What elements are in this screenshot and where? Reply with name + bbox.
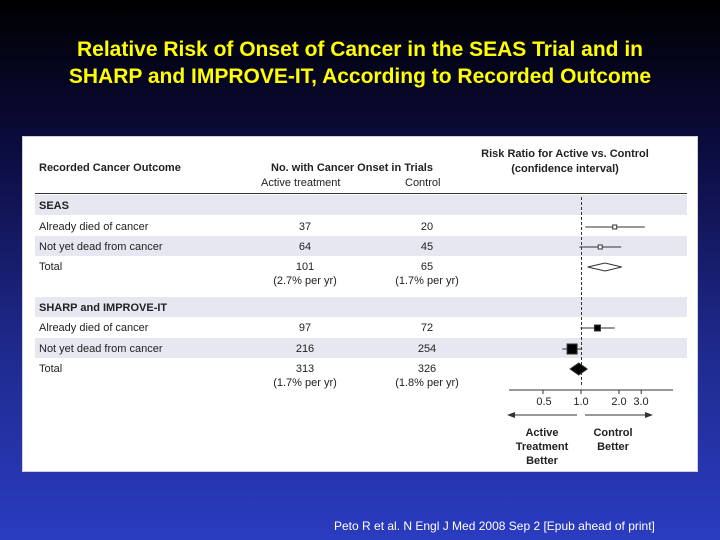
direction-left-line1: Active bbox=[525, 427, 559, 439]
direction-left-line3: Better bbox=[526, 455, 558, 467]
control-count: 254 bbox=[417, 343, 437, 355]
control-count: 20 bbox=[420, 221, 434, 233]
tick-label: 3.0 bbox=[633, 396, 649, 408]
point-estimate bbox=[593, 324, 601, 332]
group-label-seas: SEAS bbox=[39, 200, 69, 212]
reference-line bbox=[581, 197, 582, 385]
control-count: 65 bbox=[420, 261, 434, 273]
header-control: Control bbox=[405, 177, 441, 189]
control-count: 72 bbox=[420, 322, 434, 334]
ci-diamond bbox=[587, 262, 622, 272]
control-rate: (1.7% per yr) bbox=[395, 275, 459, 287]
active-count: 101 bbox=[295, 261, 315, 273]
active-rate: (2.7% per yr) bbox=[273, 275, 337, 287]
tick-label: 2.0 bbox=[611, 396, 627, 408]
forest-plot-panel: Recorded Cancer Outcome No. with Cancer … bbox=[22, 136, 698, 472]
active-count: 216 bbox=[295, 343, 315, 355]
row-label: Already died of cancer bbox=[39, 221, 149, 233]
point-estimate bbox=[566, 343, 578, 355]
tick-label: 0.5 bbox=[536, 396, 552, 408]
title-line-1: Relative Risk of Onset of Cancer in the … bbox=[77, 38, 643, 61]
group-label-sharp: SHARP and IMPROVE-IT bbox=[39, 302, 168, 314]
active-count: 97 bbox=[298, 322, 312, 334]
row-label: Not yet dead from cancer bbox=[39, 343, 163, 355]
header-risk-ratio: Risk Ratio for Active vs. Control bbox=[481, 148, 649, 160]
group-band-sharp bbox=[35, 297, 687, 317]
active-count: 37 bbox=[298, 221, 312, 233]
point-estimate bbox=[597, 244, 603, 250]
control-count: 45 bbox=[420, 241, 434, 253]
row-label: Already died of cancer bbox=[39, 322, 149, 334]
direction-right-line1: Control bbox=[593, 427, 633, 439]
active-count: 313 bbox=[295, 363, 315, 375]
row-band bbox=[35, 338, 687, 358]
right-arrow-head bbox=[645, 412, 653, 418]
row-band bbox=[35, 236, 687, 256]
point-estimate bbox=[612, 224, 618, 230]
header-rule bbox=[35, 193, 687, 194]
header-confidence-interval: (confidence interval) bbox=[511, 163, 619, 175]
row-label: Not yet dead from cancer bbox=[39, 241, 163, 253]
forest-plot-svg bbox=[507, 224, 673, 418]
left-arrow-head bbox=[507, 412, 515, 418]
active-rate: (1.7% per yr) bbox=[273, 377, 337, 389]
header-outcome: Recorded Cancer Outcome bbox=[39, 162, 181, 174]
header-active: Active treatment bbox=[261, 177, 341, 189]
header-trials: No. with Cancer Onset in Trials bbox=[271, 162, 433, 174]
direction-left-line2: Treatment bbox=[515, 441, 569, 453]
slide-title: Relative Risk of Onset of Cancer in the … bbox=[0, 36, 720, 90]
ci-diamond bbox=[569, 362, 589, 376]
control-rate: (1.8% per yr) bbox=[395, 377, 459, 389]
row-label: Total bbox=[39, 261, 63, 273]
group-band-seas bbox=[35, 195, 687, 215]
row-label: Total bbox=[39, 363, 63, 375]
control-count: 326 bbox=[417, 363, 437, 375]
active-count: 64 bbox=[298, 241, 312, 253]
citation: Peto R et al. N Engl J Med 2008 Sep 2 [E… bbox=[334, 519, 655, 533]
direction-right-line2: Better bbox=[597, 441, 629, 453]
tick-label: 1.0 bbox=[573, 396, 589, 408]
title-line-2: SHARP and IMPROVE-IT, According to Recor… bbox=[68, 65, 652, 88]
